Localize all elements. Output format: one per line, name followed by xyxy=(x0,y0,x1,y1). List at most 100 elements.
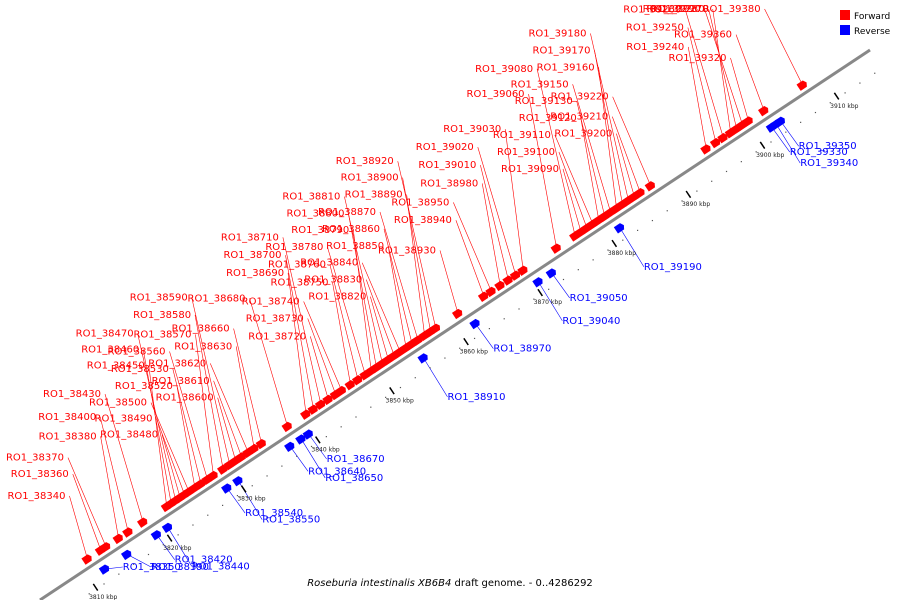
gene-block xyxy=(517,265,528,276)
gene-labels: RO1_38340RO1_38360RO1_38370RO1_38380RO1_… xyxy=(6,4,858,573)
gene-label: RO1_39270 xyxy=(651,4,709,15)
gene-callout xyxy=(217,397,236,461)
callout-lines xyxy=(67,8,803,570)
gene-callout xyxy=(475,323,494,349)
gene-callout xyxy=(72,474,102,551)
gene-callout xyxy=(156,418,185,495)
gene-label: RO1_38840 xyxy=(300,258,358,269)
minor-tick xyxy=(503,318,505,320)
gene-label: RO1_39060 xyxy=(467,89,525,100)
gene-block xyxy=(502,275,513,286)
gene-label: RO1_38950 xyxy=(391,197,449,208)
tick-label: 3840 kbp xyxy=(311,447,339,454)
gene-block xyxy=(634,188,645,199)
gene-label: RO1_38480 xyxy=(100,430,158,441)
gene-label: RO1_38620 xyxy=(148,358,206,369)
gene-label: RO1_39110 xyxy=(493,130,551,141)
major-tick xyxy=(611,239,618,248)
minor-tick xyxy=(681,200,683,202)
gene-label: RO1_38360 xyxy=(11,469,69,480)
gene-label: RO1_38980 xyxy=(420,178,478,189)
minor-tick xyxy=(533,298,535,300)
gene-label: RO1_39190 xyxy=(644,262,702,273)
gene-label: RO1_38930 xyxy=(378,245,436,256)
major-tick xyxy=(833,92,840,100)
gene-callout xyxy=(352,229,372,371)
axis-line xyxy=(39,48,871,600)
gene-label: RO1_38520 xyxy=(115,381,173,392)
gene-label: RO1_39350 xyxy=(799,141,857,152)
gene-callout xyxy=(370,296,389,360)
gene-callout xyxy=(481,183,501,286)
caption-organism: Roseburia intestinalis XB6B4 xyxy=(307,578,452,589)
gene-label: RO1_38610 xyxy=(152,376,210,387)
gene-callout xyxy=(612,96,651,186)
gene-callout xyxy=(332,282,351,385)
gene-label: RO1_38630 xyxy=(174,341,232,352)
gene-block xyxy=(477,291,489,302)
gene-label: RO1_38810 xyxy=(282,192,340,203)
minor-tick xyxy=(147,553,150,556)
gene-block xyxy=(545,268,556,279)
gene-callout xyxy=(235,346,255,449)
minor-tick xyxy=(473,337,476,340)
gene-label: RO1_39340 xyxy=(800,158,858,169)
gene-label: RO1_38790 xyxy=(291,225,349,236)
gene-label: RO1_38650 xyxy=(325,473,383,484)
minor-tick xyxy=(118,573,120,575)
gene-callout xyxy=(558,151,588,229)
gene-label: RO1_38420 xyxy=(175,555,233,566)
gene-callout xyxy=(327,246,366,375)
gene-block xyxy=(509,270,521,281)
gene-callout xyxy=(383,228,413,344)
minor-tick xyxy=(192,524,194,526)
gene-label: RO1_39210 xyxy=(550,112,608,123)
minor-tick xyxy=(310,445,313,448)
gene-callout xyxy=(379,211,419,341)
gene-callout xyxy=(708,8,737,129)
gene-callout xyxy=(126,554,152,568)
gene-block xyxy=(121,549,132,561)
gene-callout xyxy=(730,57,749,122)
gene-block xyxy=(150,530,161,541)
gene-label: RO1_39320 xyxy=(668,53,726,64)
gene-label: RO1_38920 xyxy=(336,156,394,167)
gene-label: RO1_39360 xyxy=(674,30,732,41)
gene-label: RO1_39080 xyxy=(475,64,533,75)
gene-label: RO1_39200 xyxy=(554,129,612,140)
gene-callout xyxy=(213,380,242,457)
gene-blocks xyxy=(81,80,807,575)
gene-callout xyxy=(344,196,383,364)
legend-reverse-swatch xyxy=(840,25,850,35)
gene-block xyxy=(742,116,753,127)
gene-label: RO1_38860 xyxy=(322,224,380,235)
gene-callout xyxy=(423,357,448,398)
tick-label: 3810 kbp xyxy=(89,594,117,600)
gene-callout xyxy=(104,394,144,523)
gene-callout xyxy=(704,8,743,125)
major-tick xyxy=(240,485,247,493)
gene-callout xyxy=(191,297,231,465)
gene-block xyxy=(613,223,625,234)
minor-tick xyxy=(577,269,579,271)
minor-tick xyxy=(562,278,565,281)
gene-callout xyxy=(612,116,641,193)
gene-block xyxy=(758,106,769,117)
gene-callout xyxy=(348,213,377,368)
minor-tick xyxy=(740,161,742,163)
gene-block xyxy=(281,421,292,433)
gene-callout xyxy=(300,438,326,479)
gene-callout xyxy=(572,84,611,213)
tick-label: 3850 kbp xyxy=(386,397,414,404)
gene-callout xyxy=(504,129,524,271)
gene-label: RO1_38490 xyxy=(95,414,153,425)
gene-block xyxy=(344,380,355,391)
strand-legend: Forward Reverse xyxy=(840,10,891,37)
gene-callout xyxy=(308,433,327,460)
tick-label: 3870 kbp xyxy=(534,299,562,306)
gene-callout xyxy=(307,318,336,395)
gene-block xyxy=(709,137,721,149)
minor-tick xyxy=(325,436,327,438)
gene-block xyxy=(232,476,243,487)
